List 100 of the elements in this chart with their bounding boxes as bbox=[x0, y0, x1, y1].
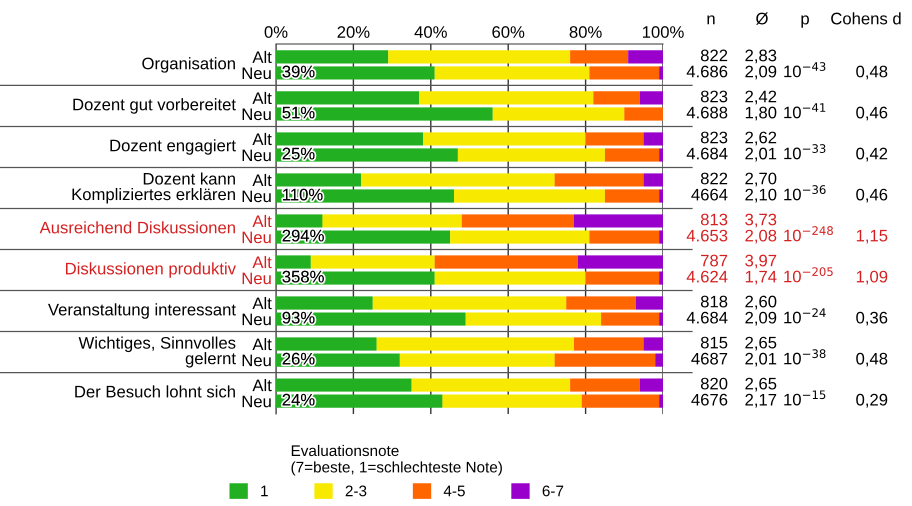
y-tick-label: Alt bbox=[252, 296, 272, 310]
text: Ausreichend Diskussionen bbox=[40, 221, 235, 234]
text: 4.688 bbox=[686, 106, 728, 118]
y-tick-label: Neu bbox=[242, 396, 271, 408]
text: 2,09 bbox=[745, 66, 776, 80]
text: 10$^{−248}$ bbox=[784, 226, 833, 242]
annotation: 24% bbox=[282, 394, 315, 406]
text: n bbox=[707, 15, 715, 24]
legend-label: 2-3 bbox=[346, 486, 366, 496]
text: 4664 bbox=[691, 188, 728, 200]
annotation: 358% bbox=[282, 270, 324, 283]
text: 4.684 bbox=[686, 312, 728, 324]
text: Dozent engagiert bbox=[110, 139, 236, 155]
text: 822 bbox=[700, 172, 728, 184]
y-tick-label: Alt bbox=[252, 338, 272, 350]
y-tick-label: Neu bbox=[242, 108, 271, 120]
text: 10$^{−33}$ bbox=[784, 144, 826, 160]
text: Organisation bbox=[142, 57, 235, 73]
x-tick-label: 20% bbox=[338, 26, 370, 38]
y-tick-label: Alt bbox=[252, 92, 272, 104]
y-tick-label: Neu bbox=[242, 354, 271, 366]
text: 10$^{−15}$ bbox=[784, 390, 826, 406]
legend-label: 6-7 bbox=[542, 486, 564, 496]
annotation: 26% bbox=[282, 352, 315, 365]
text: 0,29 bbox=[856, 394, 888, 408]
text: 4676 bbox=[691, 394, 728, 406]
text: Ø bbox=[756, 12, 768, 25]
text: 4.624 bbox=[686, 270, 728, 283]
text: Dozent gut vorbereitet bbox=[73, 98, 236, 114]
annotation: 51% bbox=[282, 106, 315, 118]
text: 10$^{−43}$ bbox=[784, 62, 826, 78]
y-tick-label: Neu bbox=[242, 150, 271, 162]
text: Cohens d bbox=[831, 12, 901, 24]
text: 2,60 bbox=[745, 296, 776, 310]
x-tick-label: 80% bbox=[570, 26, 602, 38]
text: 10$^{−205}$ bbox=[784, 267, 833, 282]
text: 0,46 bbox=[856, 188, 888, 202]
text: 10$^{−24}$ bbox=[784, 308, 826, 324]
text: 4.684 bbox=[686, 148, 728, 160]
text: 3,73 bbox=[745, 214, 776, 228]
text: 10$^{−38}$ bbox=[784, 349, 826, 364]
text: 2,42 bbox=[745, 90, 776, 104]
text: 2,01 bbox=[745, 148, 776, 162]
text: 2,70 bbox=[745, 172, 776, 186]
legend-label: 1 bbox=[261, 486, 268, 496]
legend-title: Evaluationsnote (7=beste, 1=schlechteste Note) bbox=[292, 444, 502, 476]
annotation: 93% bbox=[282, 312, 315, 324]
text: 2,08 bbox=[745, 230, 776, 244]
x-tick-label: 40% bbox=[414, 26, 447, 38]
x-tick-label: 60% bbox=[492, 26, 524, 38]
text: Der Besuch lohnt sich bbox=[75, 385, 235, 398]
text: 818 bbox=[700, 296, 728, 308]
text: 813 bbox=[700, 214, 728, 226]
text: 2,65 bbox=[745, 378, 776, 392]
text: 787 bbox=[701, 254, 728, 266]
text: 0,46 bbox=[856, 106, 888, 120]
annotation: 294% bbox=[282, 230, 324, 242]
y-tick-label: Alt bbox=[252, 256, 272, 268]
text: 0,36 bbox=[856, 312, 888, 326]
y-tick-label: Neu bbox=[242, 314, 271, 326]
text: 10$^{−36}$ bbox=[784, 185, 826, 200]
y-tick-label: Neu bbox=[242, 190, 271, 202]
text: 2,65 bbox=[745, 336, 776, 350]
text: Diskussionen produktiv bbox=[66, 262, 236, 278]
text: 3,97 bbox=[745, 254, 776, 268]
text: 4687 bbox=[691, 352, 728, 365]
text: 1,09 bbox=[856, 270, 888, 285]
y-tick-label: Alt bbox=[252, 214, 272, 228]
legend-label: 4-5 bbox=[444, 486, 465, 496]
x-tick-label: 100% bbox=[642, 26, 684, 38]
text: 823 bbox=[700, 132, 728, 144]
text: p bbox=[801, 15, 809, 28]
text: 0,48 bbox=[856, 66, 888, 80]
text: 1,15 bbox=[856, 230, 888, 244]
y-tick-label: Neu bbox=[242, 232, 271, 244]
text: 2,17 bbox=[745, 394, 776, 408]
text: 815 bbox=[700, 336, 728, 348]
text: 2,10 bbox=[745, 188, 776, 202]
text: 2,83 bbox=[745, 50, 776, 64]
text: Dozent kann Kompliziertes erklären bbox=[72, 172, 235, 204]
y-tick-label: Neu bbox=[242, 68, 271, 80]
text: 822 bbox=[700, 50, 728, 62]
text: 0,42 bbox=[856, 148, 888, 162]
text: 1,74 bbox=[746, 270, 777, 285]
text: 10$^{−41}$ bbox=[784, 103, 826, 118]
text: 2,01 bbox=[745, 352, 776, 367]
y-tick-label: Alt bbox=[252, 132, 272, 146]
annotation: 39% bbox=[282, 66, 315, 78]
y-tick-label: Neu bbox=[242, 272, 271, 284]
text: 823 bbox=[700, 90, 728, 102]
y-tick-label: Alt bbox=[252, 50, 272, 64]
text: 1,80 bbox=[746, 106, 776, 120]
text: 0,48 bbox=[856, 352, 888, 367]
annotation: 110% bbox=[283, 188, 323, 200]
text: Wichtiges, Sinnvolles gelernt bbox=[78, 336, 236, 368]
x-tick-label: 0% bbox=[264, 26, 288, 38]
text: Veranstaltung interessant bbox=[48, 303, 236, 319]
y-tick-label: Alt bbox=[252, 174, 272, 186]
text: 2,09 bbox=[745, 312, 776, 326]
text: 4.686 bbox=[686, 66, 728, 78]
